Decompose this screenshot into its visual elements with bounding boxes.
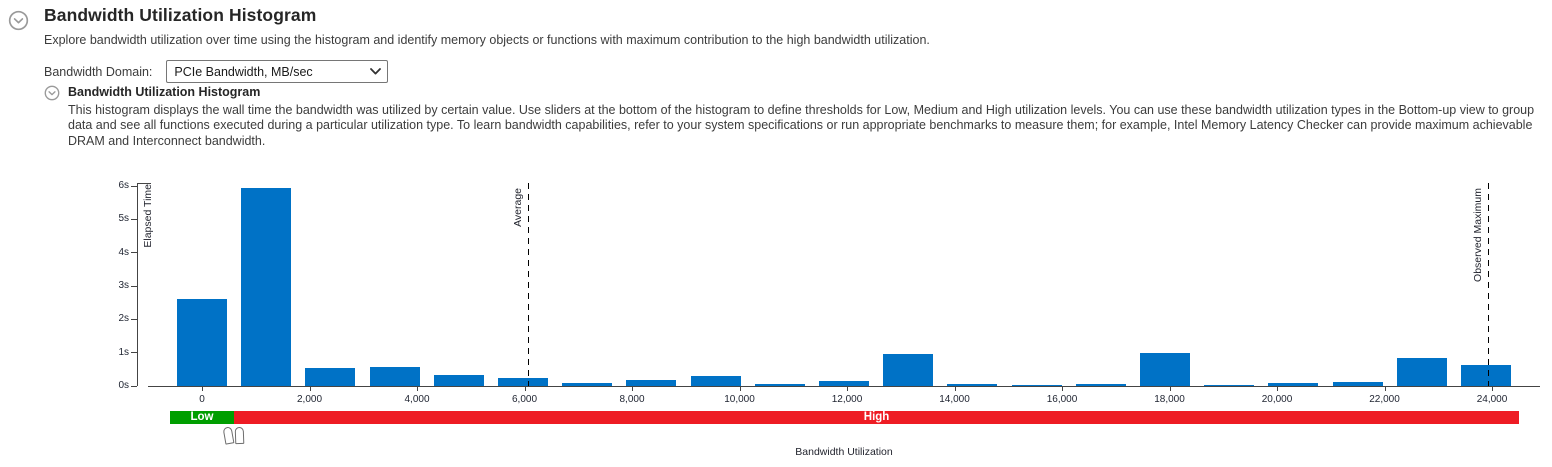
histogram-bar <box>626 379 677 386</box>
histogram-bar <box>883 354 934 386</box>
y-tick <box>131 352 137 354</box>
x-tick-label: 24,000 <box>1476 394 1508 405</box>
histogram-bar <box>690 376 741 386</box>
y-tick-label: 5s <box>118 213 129 225</box>
y-tick <box>131 218 137 220</box>
collapse-histogram-icon[interactable] <box>44 85 60 101</box>
bandwidth-domain-label: Bandwidth Domain: <box>44 64 153 79</box>
x-tick <box>524 386 526 391</box>
histogram-bar <box>1140 353 1190 386</box>
chevron-down-circle-icon <box>44 85 60 101</box>
histogram-bar <box>1332 382 1383 386</box>
histogram-bar <box>1075 383 1126 386</box>
x-tick-label: 2,000 <box>296 394 323 405</box>
bandwidth-domain-select-wrap: PCIe Bandwidth, MB/sec <box>166 60 389 83</box>
x-tick-label: 20,000 <box>1261 394 1293 405</box>
chevron-down-circle-icon <box>8 10 29 31</box>
y-tick-label: 1s <box>118 346 129 358</box>
x-tick <box>954 386 956 391</box>
y-tick <box>131 285 137 287</box>
histogram-bar <box>1204 384 1255 386</box>
x-tick-label: 4,000 <box>404 394 430 405</box>
y-tick-label: 2s <box>118 313 129 325</box>
marker-line-observed-maximum <box>1488 183 1490 386</box>
histogram-bar <box>498 378 548 386</box>
y-tick <box>131 385 137 387</box>
slider-high-label: High <box>863 411 890 423</box>
x-tick-label: 22,000 <box>1369 394 1400 405</box>
x-tick <box>1492 386 1493 391</box>
x-tick <box>739 386 741 391</box>
y-axis-line <box>137 183 138 386</box>
slider-track-high <box>234 411 1519 424</box>
histogram-bar <box>819 381 869 386</box>
histogram-bar <box>369 367 420 386</box>
bandwidth-domain-select[interactable]: PCIe Bandwidth, MB/sec <box>166 60 389 83</box>
x-tick <box>1277 386 1278 391</box>
histogram-bar <box>754 384 805 386</box>
histogram-bar <box>1396 357 1447 386</box>
x-tick <box>1169 386 1171 391</box>
collapse-section-icon[interactable] <box>8 10 29 31</box>
x-axis-title: Bandwidth Utilization <box>795 446 893 458</box>
x-tick <box>202 386 203 391</box>
y-tick-label: 3s <box>118 280 129 291</box>
y-tick-label: 4s <box>118 246 129 258</box>
histogram-bar <box>177 299 227 386</box>
marker-label-average: Average <box>511 188 524 227</box>
x-tick-label: 0 <box>199 394 205 405</box>
y-axis-cap <box>137 183 151 184</box>
histogram-bar <box>1011 384 1062 386</box>
slider-track-low <box>169 411 235 424</box>
x-tick-label: 6,000 <box>511 394 538 405</box>
slider-handle-high[interactable] <box>234 426 245 445</box>
x-tick-label: 10,000 <box>724 394 755 405</box>
histogram-bar <box>433 375 484 386</box>
histogram-bar <box>241 187 292 386</box>
slider-handle-low[interactable] <box>222 426 235 445</box>
y-tick <box>131 252 137 254</box>
marker-line-average <box>527 183 529 386</box>
x-tick-label: 14,000 <box>939 394 970 405</box>
page-title: Bandwidth Utilization Histogram <box>44 5 317 25</box>
y-tick-label: 6s <box>118 180 129 192</box>
slider-low-label: Low <box>190 411 214 423</box>
histogram-bar <box>947 384 998 386</box>
histogram-bar <box>1461 364 1511 386</box>
x-axis-line <box>148 386 1540 387</box>
x-tick <box>417 386 418 391</box>
x-tick <box>1384 386 1386 391</box>
histogram-description: This histogram displays the wall time th… <box>68 103 1535 148</box>
histogram-chart: 0s 1s 2s 3s 4s 5s 6s Elapsed Time 0 2,000 4,000 6,0… <box>0 178 1552 467</box>
x-tick-label: 12,000 <box>831 394 863 405</box>
y-tick-label: 0s <box>118 380 129 391</box>
histogram-bar <box>305 368 356 386</box>
x-tick <box>632 386 633 391</box>
page-subtitle: Explore bandwidth utilization over time … <box>44 33 930 47</box>
x-tick <box>847 386 848 391</box>
x-tick <box>1062 386 1063 391</box>
histogram-section-title: Bandwidth Utilization Histogram <box>68 85 261 99</box>
y-tick <box>131 318 137 320</box>
histogram-bar <box>1268 382 1319 386</box>
x-tick <box>309 386 311 391</box>
x-tick-label: 16,000 <box>1046 394 1078 405</box>
x-tick-label: 18,000 <box>1154 394 1185 405</box>
y-tick <box>131 185 137 187</box>
histogram-bar <box>562 383 613 386</box>
x-tick-label: 8,000 <box>619 394 645 405</box>
y-axis-title: Elapsed Time <box>142 184 154 248</box>
marker-label-observed-maximum: Observed Maximum <box>1472 188 1485 282</box>
bandwidth-domain-row: Bandwidth Domain: PCIe Bandwidth, MB/sec <box>44 60 389 83</box>
